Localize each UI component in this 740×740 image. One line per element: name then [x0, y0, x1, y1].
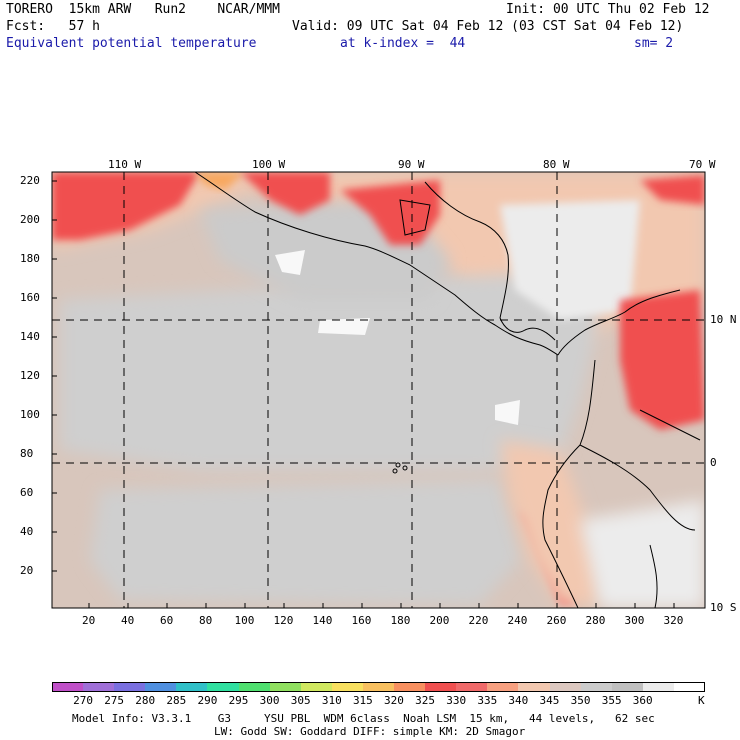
x-tick-label: 20: [82, 614, 96, 627]
x-tick-label: 280: [585, 614, 606, 627]
colorbar-swatch: [207, 682, 240, 692]
y-tick-label: 160: [20, 291, 40, 304]
colorbar-label: 355: [601, 694, 622, 707]
colorbar-label: 305: [290, 694, 311, 707]
forecast-hour: Fcst: 57 h: [6, 19, 100, 34]
x-tick-label: 260: [546, 614, 567, 627]
graticule: [52, 172, 705, 608]
colorbar-label: 320: [384, 694, 404, 707]
x-tick-label: 120: [273, 614, 294, 627]
temperature-field: [52, 172, 705, 608]
init-time: Init: 00 UTC Thu 02 Feb 12: [506, 2, 710, 17]
y-tick-label: 220: [20, 174, 40, 187]
x-tick-label: 200: [429, 614, 450, 627]
x-tick-label: 320: [663, 614, 684, 627]
x-tick-label: 40: [121, 614, 135, 627]
level-index: at k-index = 44: [340, 36, 466, 51]
physics-info: LW: Godd SW: Goddard DIFF: simple KM: 2D…: [214, 725, 526, 738]
x-tick-label: 80: [199, 614, 213, 627]
right-lat-label: 10 S: [710, 601, 737, 614]
colorbar-swatch: [145, 682, 177, 692]
colorbar-label: 330: [446, 694, 467, 707]
plot-frame: [51, 171, 706, 609]
coastlines: [194, 172, 701, 608]
x-tick-label: 60: [160, 614, 174, 627]
colorbar-label: 335: [477, 694, 498, 707]
x-tick-label: 300: [624, 614, 645, 627]
top-lon-label: 70 W: [689, 158, 716, 171]
y-tick-label: 40: [20, 525, 34, 538]
y-tick-label: 20: [20, 564, 34, 577]
colorbar-swatch: [176, 682, 208, 692]
colorbar-swatch: [394, 682, 426, 692]
colorbar-label: 315: [352, 694, 373, 707]
y-tick-label: 120: [20, 369, 40, 382]
colorbar-label: 300: [259, 694, 280, 707]
colorbar-swatch: [114, 682, 146, 692]
colorbar-label: 295: [228, 694, 249, 707]
colorbar-swatch: [518, 682, 551, 692]
field-name: Equivalent potential temperature: [6, 36, 257, 51]
colorbar-swatch: [487, 682, 519, 692]
colorbar-swatch: [362, 682, 395, 692]
top-lon-label: 80 W: [543, 158, 570, 171]
colorbar-unit: K: [698, 694, 705, 707]
colorbar-swatch: [331, 682, 364, 692]
top-lon-label: 110 W: [108, 158, 142, 171]
y-tick-label: 80: [20, 447, 34, 460]
y-tick-label: 140: [20, 330, 40, 343]
y-tick-label: 60: [20, 486, 34, 499]
colorbar-label: 360: [632, 694, 653, 707]
colorbar-swatch: [52, 682, 84, 692]
x-tick-label: 140: [312, 614, 333, 627]
colorbar-label: 345: [539, 694, 560, 707]
x-tick-label: 160: [351, 614, 372, 627]
colorbar-label: 350: [570, 694, 591, 707]
x-tick-label: 180: [390, 614, 411, 627]
right-lat-label: 10 N: [710, 313, 737, 326]
title-left: TORERO 15km ARW Run2 NCAR/MMM: [6, 2, 280, 17]
colorbar-swatch: [238, 682, 271, 692]
colorbar-label: 325: [415, 694, 436, 707]
colorbar-swatch: [611, 682, 644, 692]
x-tick-label: 100: [234, 614, 255, 627]
x-tick-label: 220: [468, 614, 489, 627]
colorbar-frame: [52, 682, 705, 692]
colorbar-label: 340: [508, 694, 529, 707]
colorbar-label: 280: [135, 694, 156, 707]
colorbar-swatch: [425, 682, 457, 692]
colorbar-swatch: [456, 682, 488, 692]
colorbar-label: 310: [321, 694, 342, 707]
right-lat-label: 0: [710, 456, 717, 469]
colorbar-swatch: [269, 682, 302, 692]
colorbar-label: 290: [197, 694, 218, 707]
y-tick-label: 180: [20, 252, 40, 265]
colorbar-swatch: [673, 682, 706, 692]
colorbar-swatch: [300, 682, 333, 692]
colorbar-swatch: [642, 682, 675, 692]
valid-time: Valid: 09 UTC Sat 04 Feb 12 (03 CST Sat …: [292, 19, 684, 34]
colorbar-label: 270: [73, 694, 93, 707]
colorbar-swatch: [549, 682, 582, 692]
y-tick-label: 100: [20, 408, 40, 421]
x-tick-label: 240: [507, 614, 528, 627]
colorbar-swatch: [580, 682, 613, 692]
smoothing: sm= 2: [634, 36, 674, 51]
axis-ticks: [52, 180, 675, 608]
y-tick-label: 200: [20, 213, 40, 226]
colorbar-label: 285: [166, 694, 187, 707]
top-lon-label: 100 W: [252, 158, 286, 171]
colorbar-label: 275: [104, 694, 125, 707]
colorbar-swatch: [83, 682, 115, 692]
model-info: Model Info: V3.3.1 G3 YSU PBL WDM 6class…: [72, 712, 655, 725]
top-lon-label: 90 W: [398, 158, 425, 171]
